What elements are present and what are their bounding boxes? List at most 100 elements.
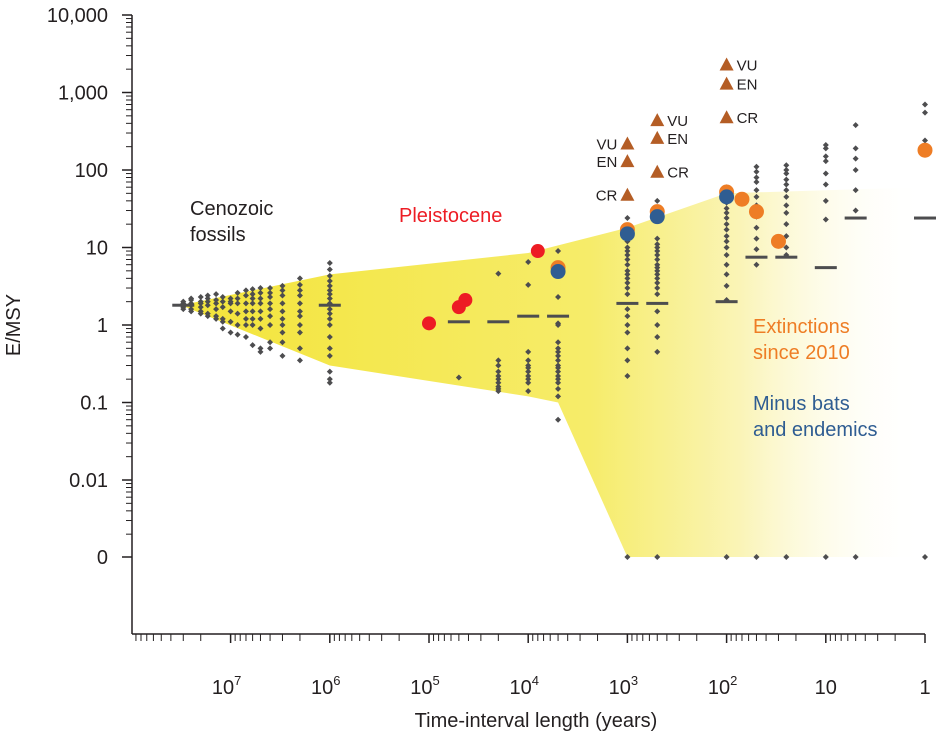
marks-layer xyxy=(172,57,936,560)
holocene-recent-intervals-point xyxy=(555,376,562,383)
cenozoic-fossils-point xyxy=(234,322,241,328)
cenozoic-fossils-point xyxy=(180,306,187,313)
holocene-recent-intervals-point xyxy=(555,352,562,359)
x-tick-exponent: 2 xyxy=(730,673,737,688)
extinctions-since-2010-point xyxy=(748,204,764,220)
cenozoic-fossils-point xyxy=(267,289,274,296)
median-dash xyxy=(517,314,540,318)
holocene-recent-intervals-point xyxy=(783,176,790,183)
threatened-label: CR xyxy=(737,110,759,127)
cenozoic-fossils-point xyxy=(296,292,303,299)
holocene-recent-intervals-point xyxy=(753,193,760,200)
median-dash xyxy=(487,320,510,324)
cenozoic-fossils-point xyxy=(279,352,286,359)
holocene-recent-intervals-point xyxy=(654,275,661,282)
x-tick-label: 105 xyxy=(410,673,439,699)
holocene-recent-intervals-point xyxy=(753,235,760,242)
cenozoic-fossils-point xyxy=(249,342,256,349)
cenozoic-fossils-point xyxy=(296,345,303,352)
x-tick-exponent: 3 xyxy=(631,673,638,688)
y-tick-label: 100 xyxy=(75,160,108,182)
holocene-recent-intervals-point xyxy=(624,248,631,255)
median-dash xyxy=(447,320,470,324)
cenozoic-fossils-point xyxy=(257,345,264,352)
cenozoic-fossils-point xyxy=(267,293,274,300)
cenozoic-fossils-point xyxy=(279,287,286,294)
pleistocene-point xyxy=(530,244,545,259)
threatened-label: CR xyxy=(667,165,689,182)
holocene-recent-intervals-point xyxy=(654,264,661,271)
holocene-recent-intervals-point xyxy=(624,244,631,251)
threatened-label: EN xyxy=(667,131,688,148)
holocene-recent-intervals-point xyxy=(525,368,532,375)
y-tick-label: 0.01 xyxy=(69,470,108,492)
holocene-recent-intervals-point xyxy=(555,348,562,355)
minus-bats-and-endemics-point xyxy=(550,264,566,280)
cenozoic-fossils-point xyxy=(213,306,220,313)
cenozoic-fossils-point xyxy=(279,322,286,328)
cenozoic-fossils-point xyxy=(257,348,264,355)
annotation-since2010: Extinctions xyxy=(753,316,850,338)
holocene-recent-intervals-point xyxy=(723,238,730,245)
cenozoic-fossils-point xyxy=(326,379,333,386)
holocene-recent-intervals-point xyxy=(753,174,760,181)
cenozoic-fossils-point xyxy=(279,292,286,299)
holocene-recent-intervals-point xyxy=(922,101,928,108)
y-tick-label: 1 xyxy=(97,315,108,337)
cenozoic-fossils-point xyxy=(326,277,333,284)
cenozoic-fossils-point xyxy=(213,297,220,304)
holocene-recent-intervals-point xyxy=(624,275,631,282)
holocene-recent-intervals-point xyxy=(783,193,790,200)
threatened-triangle xyxy=(650,113,665,127)
cenozoic-fossils-point xyxy=(279,315,286,322)
cenozoic-fossils-point xyxy=(326,368,333,375)
cenozoic-fossils-point xyxy=(204,295,211,302)
holocene-recent-intervals-point xyxy=(624,261,631,268)
cenozoic-fossils-point xyxy=(296,322,303,328)
cenozoic-fossils-point xyxy=(279,308,286,315)
holocene-recent-intervals-point xyxy=(654,279,661,286)
cenozoic-fossils-point xyxy=(242,334,249,341)
median-dash xyxy=(547,314,570,318)
threatened-triangle xyxy=(650,130,665,144)
cenozoic-fossils-point xyxy=(249,315,256,322)
holocene-recent-intervals-point xyxy=(822,554,829,560)
holocene-recent-intervals-point xyxy=(753,163,760,170)
cenozoic-fossils-point xyxy=(296,329,303,336)
minus-bats-and-endemics-point xyxy=(649,209,665,225)
holocene-recent-intervals-point xyxy=(495,388,502,395)
cenozoic-fossils-point xyxy=(296,281,303,288)
cenozoic-fossils-point xyxy=(296,275,303,282)
annotation-cenozoic: Cenozoic xyxy=(190,198,273,220)
cenozoic-fossils-point xyxy=(219,298,226,305)
holocene-recent-intervals-point xyxy=(654,235,661,242)
x-tick-label: 1 xyxy=(919,677,930,699)
holocene-recent-intervals-point xyxy=(753,246,760,253)
holocene-recent-intervals-point xyxy=(753,179,760,186)
holocene-recent-intervals-point xyxy=(783,221,790,228)
holocene-recent-intervals-point xyxy=(654,285,661,292)
cenozoic-fossils-point xyxy=(242,315,249,322)
holocene-recent-intervals-point xyxy=(753,168,760,175)
holocene-recent-intervals-point xyxy=(525,258,532,265)
cenozoic-fossils-point xyxy=(234,331,241,338)
holocene-recent-intervals-point xyxy=(783,170,790,177)
holocene-recent-intervals-point xyxy=(555,357,562,364)
threatened-label: VU xyxy=(667,113,688,130)
cenozoic-fossils-point xyxy=(197,310,204,317)
cenozoic-fossils-point xyxy=(213,300,220,307)
median-dash xyxy=(616,301,639,305)
holocene-recent-intervals-point xyxy=(783,162,790,169)
holocene-recent-intervals-point xyxy=(654,248,661,255)
holocene-recent-intervals-point xyxy=(852,167,859,173)
holocene-recent-intervals-point xyxy=(525,376,532,383)
median-dash xyxy=(646,301,669,305)
cenozoic-fossils-point xyxy=(197,300,204,307)
threatened-triangle xyxy=(719,57,734,71)
holocene-recent-intervals-point xyxy=(654,244,661,251)
holocene-recent-intervals-point xyxy=(495,376,502,383)
holocene-recent-intervals-point xyxy=(525,388,532,395)
holocene-recent-intervals-point xyxy=(753,554,760,560)
holocene-recent-intervals-point xyxy=(822,142,829,149)
holocene-recent-intervals-point xyxy=(624,306,631,313)
